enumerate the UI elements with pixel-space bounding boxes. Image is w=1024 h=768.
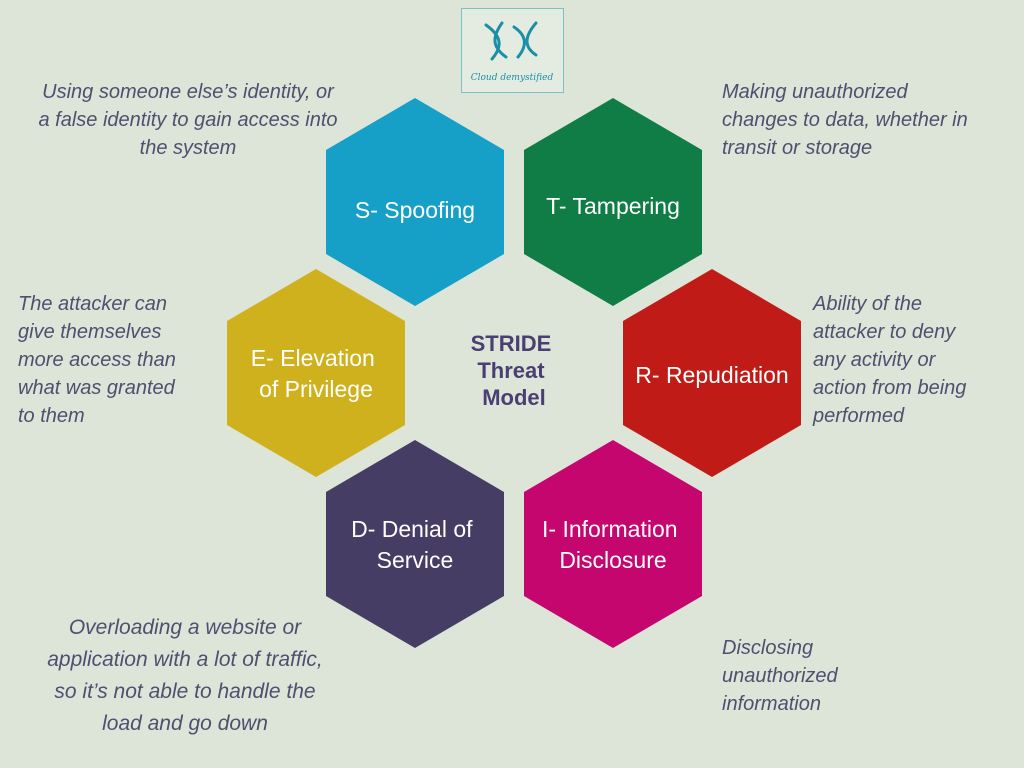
hexagon-repudiation-label: R- Repudiation [635, 362, 788, 388]
hexagon-information-disclosure [524, 440, 702, 648]
description-tampering: Making unauthorized changes to data, whe… [722, 81, 968, 159]
hexagon-elevation-of-privilege [227, 269, 405, 477]
hexagon-elevation-of-privilege-label: E- Elevation of Privilege [251, 345, 381, 402]
description-spoofing: Using someone else’s identity, or a fals… [38, 81, 338, 159]
hexagon-denial-of-service-label: D- Denial of Service [351, 516, 479, 573]
description-repudiation: Ability of the attacker to deny any acti… [813, 293, 967, 427]
hexagon-information-disclosure-label: I- Information Disclosure [542, 516, 684, 573]
hexagon-spoofing [326, 98, 504, 306]
hexagon-denial-of-service [326, 440, 504, 648]
logo-caption: Cloud demystified [471, 73, 554, 83]
hexagon-tampering [524, 98, 702, 306]
description-information-disclosure: Disclosing unauthorized information [722, 637, 838, 715]
brand-logo: Cloud demystified [461, 8, 564, 93]
hexagon-spoofing-label: S- Spoofing [355, 197, 475, 223]
center-title: STRIDE Threat Model [471, 331, 558, 410]
hexagon-repudiation [623, 269, 801, 477]
hexagon-tampering-label: T- Tampering [546, 193, 680, 219]
logo-mark-icon: Cloud demystified [471, 21, 554, 83]
description-elevation-of-privilege: The attacker can give themselves more ac… [18, 293, 176, 427]
description-denial-of-service: Overloading a website or application wit… [47, 616, 323, 735]
